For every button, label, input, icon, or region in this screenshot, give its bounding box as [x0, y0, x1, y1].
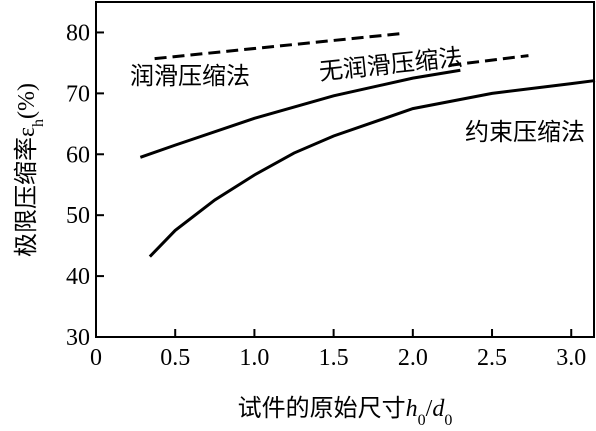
x-tick-label: 1.5: [319, 345, 349, 371]
x-tick-label: 2.5: [477, 345, 507, 371]
y-tick-label: 30: [66, 325, 90, 351]
x-tick-label: 0.5: [160, 345, 190, 371]
y-axis-label: 极限压缩率εh(%): [13, 83, 47, 257]
x-tick-label: 1.0: [239, 345, 269, 371]
plot-frame: [95, 1, 595, 338]
x-tick-label: 0: [90, 345, 102, 371]
series-label: 无润滑压缩法: [318, 44, 464, 86]
x-axis-label-part: /: [426, 396, 433, 422]
x-axis-label-part: 0: [418, 412, 426, 427]
x-tick-label: 3.0: [556, 345, 586, 371]
series-line: [148, 79, 596, 258]
y-tick-label: 70: [66, 81, 90, 107]
series-label: 润滑压缩法: [130, 63, 250, 90]
series-line: [139, 68, 461, 159]
y-axis-label-part: 极限压缩率ε: [13, 127, 40, 257]
x-axis-label: 试件的原始尺寸h0/d0: [238, 395, 453, 426]
series-line: [154, 32, 401, 61]
x-axis-label-part: h: [406, 396, 418, 422]
x-tick-label: 2.0: [398, 345, 428, 371]
x-axis-label-part: 试件的原始尺寸: [238, 395, 406, 422]
y-tick-label: 80: [66, 20, 90, 46]
y-axis-label-part: h: [30, 119, 47, 127]
x-axis-label-part: d: [432, 396, 445, 422]
y-tick-label: 50: [66, 203, 90, 229]
series-line: [449, 54, 529, 67]
y-axis-label-part: (%): [14, 83, 40, 119]
series-label: 约束压缩法: [465, 119, 585, 146]
y-tick-label: 60: [66, 142, 90, 168]
y-tick-label: 40: [66, 264, 90, 290]
x-axis-label-part: 0: [444, 412, 452, 427]
